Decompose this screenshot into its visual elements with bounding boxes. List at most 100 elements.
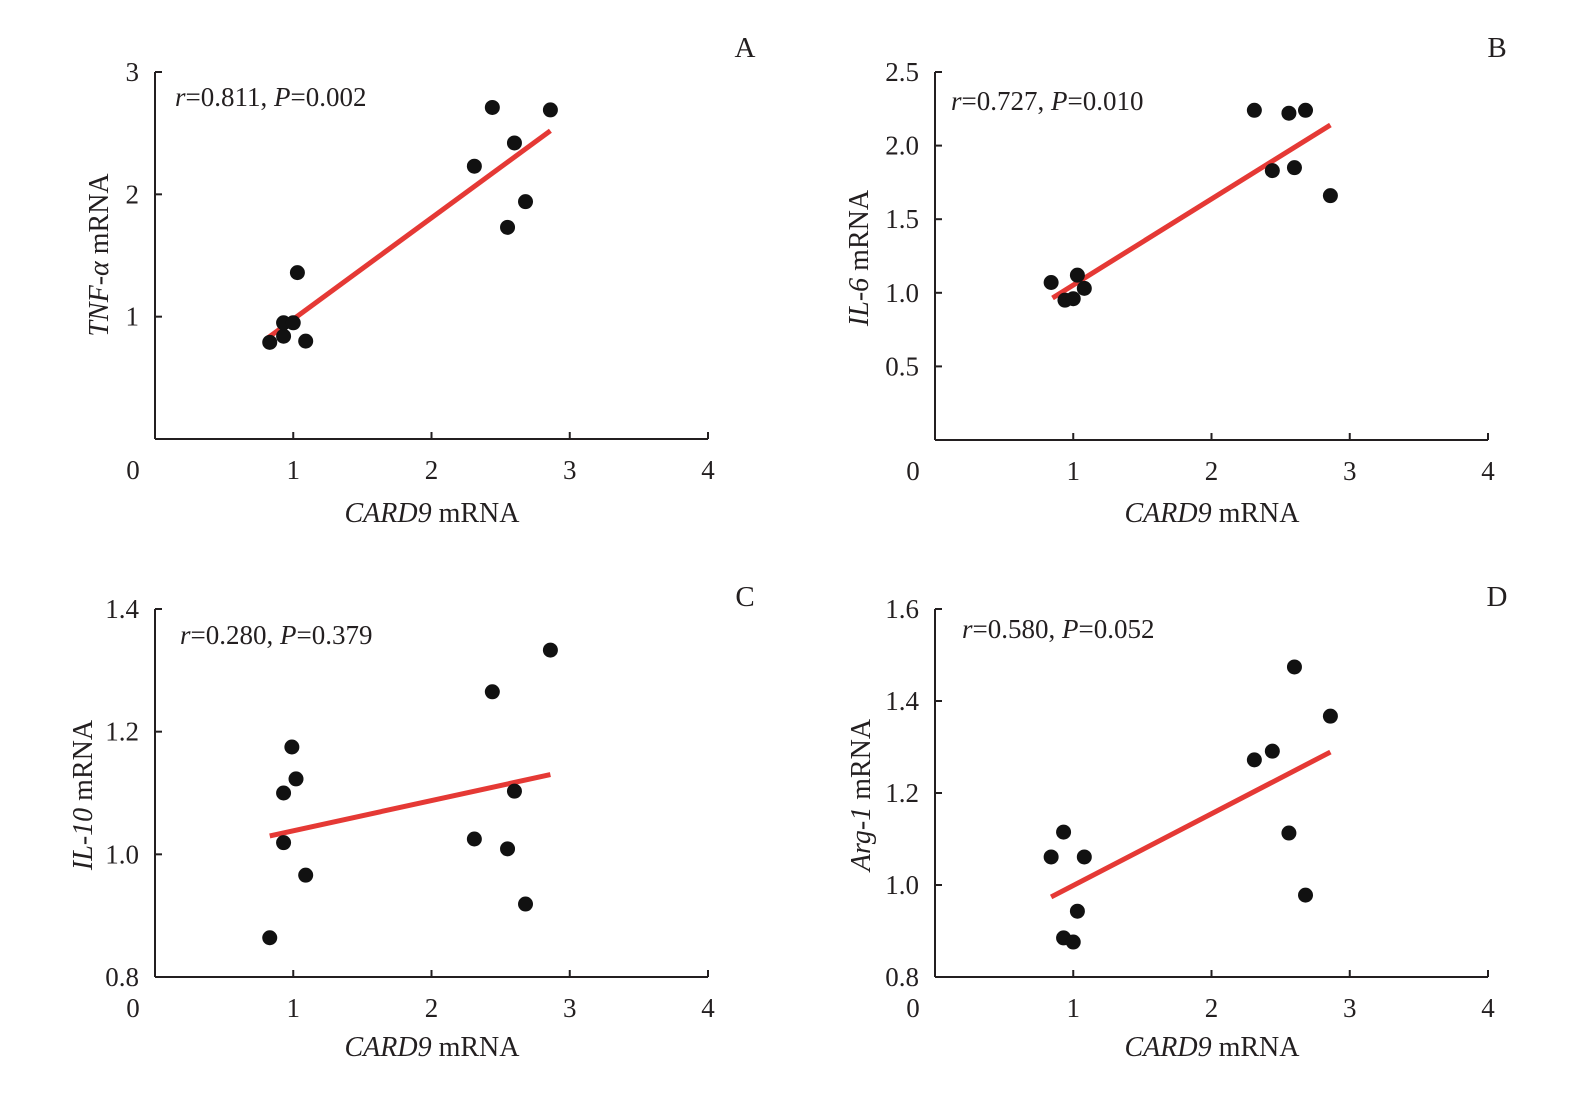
r-value: =0.280, [191,620,280,650]
y-tick-label: 0.8 [885,962,919,992]
panel-letter: C [735,581,754,613]
x-tick-label: 4 [701,455,715,485]
data-point [466,158,482,174]
x-axis-title: CARD9 mRNA [344,1032,520,1063]
x-axis-title-unit: mRNA [1212,1032,1301,1063]
x-axis-title-unit: mRNA [432,498,521,529]
y-tick-label: 1.4 [885,686,919,716]
x-tick-label: 1 [1067,993,1081,1023]
data-point [1264,743,1280,759]
p-value: =0.379 [297,620,373,650]
data-point [298,333,314,349]
data-point [1322,708,1338,724]
x-axis-title-gene: CARD9 [1124,498,1211,529]
r-symbol: r [180,620,191,650]
r-symbol: r [175,82,186,112]
data-point [518,896,534,912]
correlation-annotation: r=0.580, P=0.052 [962,614,1154,644]
data-point [276,785,292,801]
x-tick-label: 2 [1205,456,1219,486]
data-point [1065,291,1081,307]
y-tick-label: 1.0 [885,870,919,900]
data-point [298,867,314,883]
y-tick-label: 1.0 [105,839,139,869]
data-point [288,771,304,787]
r-symbol: r [951,86,962,116]
x-tick-label: 1 [287,993,301,1023]
y-axis-title-gene: IL-6 [844,278,875,327]
x-axis-title-gene: CARD9 [344,1032,431,1063]
y-tick-label: 1.5 [885,204,919,234]
panel-letter: D [1487,581,1508,613]
y-axis-title-unit: mRNA [844,189,875,278]
y-axis-title: TNF-α mRNA [84,173,115,337]
y-tick-label: 1.0 [885,278,919,308]
y-tick-label: 1.6 [885,594,919,624]
correlation-annotation: r=0.727, P=0.010 [951,86,1143,116]
x-tick-label: 0 [126,993,140,1023]
r-value: =0.580, [973,614,1062,644]
data-point [1322,188,1338,204]
y-tick-label: 0.8 [105,962,139,992]
x-tick-label: 3 [563,993,577,1023]
x-axis-title-gene: CARD9 [1124,1032,1211,1063]
data-point [1043,274,1059,290]
p-value: =0.002 [291,82,367,112]
data-point [1069,903,1085,919]
y-tick-label: 1.4 [105,594,139,624]
p-symbol: P [279,620,297,650]
data-point [276,835,292,851]
y-tick-label: 1.2 [105,717,139,747]
x-tick-label: 0 [906,456,920,486]
x-tick-label: 3 [1343,456,1357,486]
x-tick-label: 0 [906,993,920,1023]
data-point [506,783,522,799]
r-symbol: r [962,614,973,644]
data-point [276,328,292,344]
y-tick-label: 1.2 [885,778,919,808]
y-axis-title-gene: Arg-1 [846,807,877,873]
p-value: =0.010 [1068,86,1144,116]
p-symbol: P [1050,86,1068,116]
y-tick-label: 1 [126,302,140,332]
x-axis-title-unit: mRNA [432,1032,521,1063]
y-axis-title: IL-10 mRNA [68,719,99,871]
data-point [484,684,500,700]
data-point [1043,849,1059,865]
panel-letter: B [1487,32,1506,64]
data-point [466,831,482,847]
data-point [1281,105,1297,121]
data-point [542,102,558,118]
data-point [1076,849,1092,865]
x-axis-title-unit: mRNA [1212,498,1301,529]
data-point [500,841,516,857]
p-symbol: P [273,82,291,112]
regression-line [1049,749,1332,900]
y-axis-title-unit: mRNA [846,718,877,807]
x-axis-title: CARD9 mRNA [1124,498,1300,529]
p-symbol: P [1061,614,1079,644]
x-axis-title: CARD9 mRNA [1124,1032,1300,1063]
data-point [1246,752,1262,768]
x-tick-label: 4 [1481,993,1495,1023]
data-point [1264,163,1280,179]
y-tick-label: 3 [126,57,140,87]
data-point [1286,160,1302,176]
y-axis-title-gene: TNF-α [84,260,115,337]
x-tick-label: 3 [563,455,577,485]
r-value: =0.811, [186,82,274,112]
data-point [500,219,516,235]
x-tick-label: 2 [425,993,439,1023]
y-tick-label: 2.0 [885,131,919,161]
data-point [1076,280,1092,296]
panel-letter: A [735,32,756,64]
r-value: =0.727, [962,86,1051,116]
data-point [1298,887,1314,903]
data-point [262,930,278,946]
x-axis-title-gene: CARD9 [344,498,431,529]
correlation-annotation: r=0.280, P=0.379 [180,620,372,650]
y-axis-title-gene: IL-10 [68,808,99,871]
regression-line [269,772,551,839]
correlation-annotation: r=0.811, P=0.002 [175,82,366,112]
